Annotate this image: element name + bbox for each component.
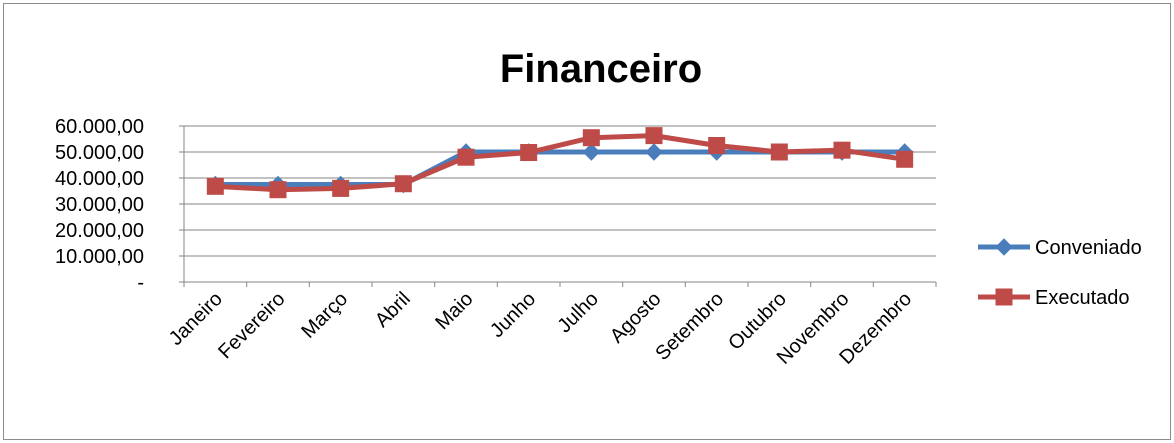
x-tick-label: Fevereiro (214, 288, 289, 363)
data-point-square (645, 127, 663, 145)
data-point-diamond (582, 143, 601, 161)
data-point-square (896, 150, 914, 168)
data-point-square (520, 144, 538, 162)
series-line (215, 149, 905, 187)
y-tick-label: 20.000,00 (55, 220, 144, 242)
x-tick-label: Setembro (651, 288, 728, 365)
y-tick-label: 60.000,00 (55, 116, 144, 138)
data-point-square (269, 181, 287, 199)
y-tick-label: 30.000,00 (55, 194, 144, 216)
legend-item-conveniado: Conveniado (978, 237, 1142, 259)
x-tick-label: Abril (371, 288, 415, 332)
x-tick-label: Janeiro (165, 288, 227, 350)
data-point-diamond (995, 238, 1013, 256)
data-point-square (708, 137, 726, 154)
legend-label: Executado (1035, 287, 1130, 309)
data-point-square (206, 177, 224, 195)
legend-item-executado: Executado (978, 287, 1130, 309)
y-tick-labels: - 10.000,00 20.000,00 30.000,00 40.000,00 50.… (55, 116, 144, 294)
data-point-square (770, 143, 788, 161)
data-point-square (332, 179, 350, 197)
data-point-square (394, 175, 412, 193)
series-lines (206, 127, 914, 199)
series-executado (206, 127, 914, 199)
chart-frame: Financeiro - 10.000,00 20.000,00 30.000,00 4… (3, 3, 1171, 440)
data-point-square (833, 141, 851, 159)
legend: Conveniado Executado (978, 237, 1142, 309)
data-point-square (995, 288, 1013, 306)
y-tick-label: - (137, 272, 144, 294)
x-tick-label: Julho (554, 288, 603, 337)
data-point-square (582, 129, 600, 147)
x-tick-label: Março (297, 288, 352, 343)
chart-title: Financeiro (500, 47, 702, 91)
axes (179, 125, 937, 287)
series-line (215, 133, 906, 193)
x-tick-label: Junho (486, 288, 540, 342)
data-point-diamond (645, 143, 663, 161)
y-tick-label: 40.000,00 (55, 168, 144, 190)
y-tick-label: 50.000,00 (55, 142, 144, 164)
x-tick-label: Maio (431, 288, 477, 334)
x-tick-label: Agosto (606, 288, 666, 348)
data-point-square (457, 148, 475, 166)
legend-label: Conveniado (1035, 237, 1142, 259)
y-tick-label: 10.000,00 (55, 246, 144, 268)
line-chart: Financeiro - 10.000,00 20.000,00 30.000,00 4… (55, 47, 1142, 369)
